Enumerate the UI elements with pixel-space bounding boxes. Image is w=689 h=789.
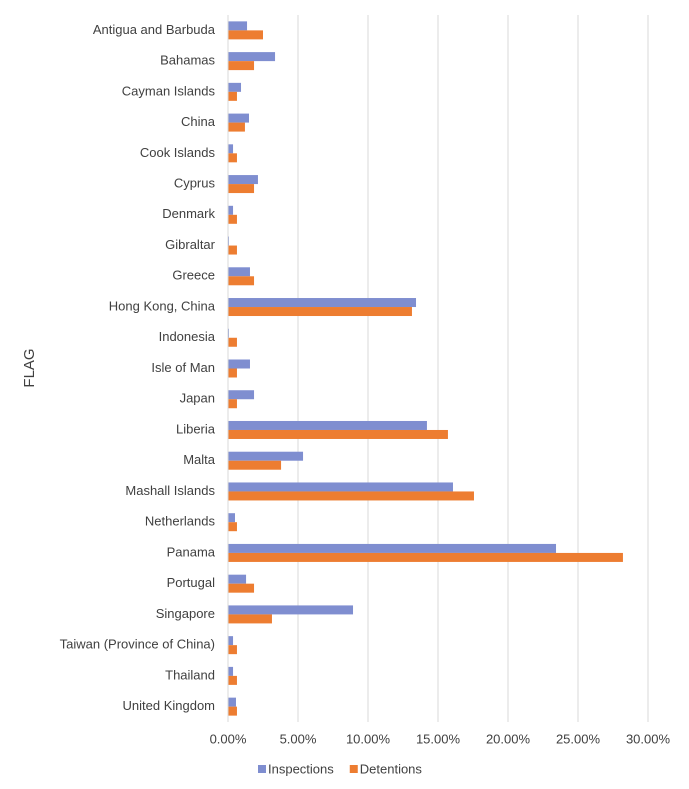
y-tick-label: Taiwan (Province of China) — [60, 637, 215, 652]
bar — [228, 543, 557, 553]
bar — [228, 614, 272, 624]
bar — [228, 21, 248, 31]
x-tick-label: 30.00% — [626, 731, 671, 746]
bar — [228, 61, 255, 71]
bar — [228, 214, 237, 224]
y-tick-label: Indonesia — [159, 329, 216, 344]
bar — [228, 706, 237, 716]
bar — [228, 144, 234, 154]
legend-swatch — [349, 765, 358, 773]
y-tick-label: Japan — [180, 391, 215, 406]
y-tick-label: Hong Kong, China — [109, 298, 216, 313]
x-tick-label: 20.00% — [486, 731, 531, 746]
bar — [228, 175, 258, 185]
y-tick-label: Thailand — [165, 667, 215, 682]
y-tick-label: Denmark — [162, 206, 215, 221]
bar — [228, 552, 623, 562]
bar — [228, 245, 237, 255]
x-tick-label: 0.00% — [210, 731, 247, 746]
bar — [228, 645, 237, 655]
bar — [228, 82, 242, 92]
legend-label: Inspections — [268, 761, 334, 776]
bar — [228, 697, 236, 707]
y-tick-label: Cyprus — [174, 176, 216, 191]
x-tick-label: 25.00% — [556, 731, 601, 746]
y-tick-label: Gibraltar — [165, 237, 216, 252]
bar — [228, 482, 453, 492]
legend-swatch — [258, 765, 266, 773]
y-tick-label: Cayman Islands — [122, 83, 216, 98]
bar — [228, 390, 255, 400]
y-tick-label: Cook Islands — [140, 145, 216, 160]
x-tick-label: 15.00% — [416, 731, 461, 746]
legend-label: Detentions — [360, 761, 423, 776]
y-tick-label: Liberia — [176, 421, 216, 436]
bar — [228, 307, 412, 317]
bar — [228, 276, 255, 286]
bar — [228, 113, 249, 123]
bar — [228, 337, 237, 347]
bar — [228, 605, 354, 615]
bar — [228, 583, 255, 593]
y-tick-label: Netherlands — [145, 514, 216, 529]
y-tick-label: Bahamas — [160, 53, 215, 68]
y-tick-label: Antigua and Barbuda — [93, 22, 216, 37]
bar — [228, 399, 237, 409]
y-axis-title: FLAG — [21, 348, 38, 387]
x-tick-label: 5.00% — [280, 731, 317, 746]
bar — [228, 420, 427, 430]
y-tick-label: China — [181, 114, 216, 129]
bar — [228, 52, 276, 62]
bar — [228, 267, 250, 277]
bar — [228, 153, 237, 163]
bar — [228, 368, 237, 378]
bar — [228, 491, 474, 501]
bar — [228, 636, 234, 646]
bar — [228, 460, 282, 470]
y-tick-label: Portugal — [167, 575, 216, 590]
bar — [228, 359, 250, 369]
y-tick-label: Panama — [167, 544, 216, 559]
bar — [228, 451, 304, 461]
bar — [228, 91, 237, 101]
bar — [228, 30, 263, 40]
bar — [228, 675, 237, 685]
y-tick-label: Greece — [172, 268, 215, 283]
bar — [228, 298, 417, 308]
y-tick-label: Singapore — [156, 606, 215, 621]
bar — [228, 574, 247, 584]
bar — [228, 666, 234, 676]
y-tick-label: Isle of Man — [151, 360, 215, 375]
bar — [228, 522, 237, 532]
y-tick-label: Malta — [183, 452, 216, 467]
bar — [228, 122, 245, 132]
bar — [228, 205, 234, 215]
x-tick-label: 10.00% — [346, 731, 391, 746]
bar — [228, 429, 448, 439]
bar — [228, 513, 235, 523]
y-tick-label: Mashall Islands — [125, 483, 215, 498]
bar — [228, 184, 255, 194]
y-tick-label: United Kingdom — [123, 698, 216, 713]
